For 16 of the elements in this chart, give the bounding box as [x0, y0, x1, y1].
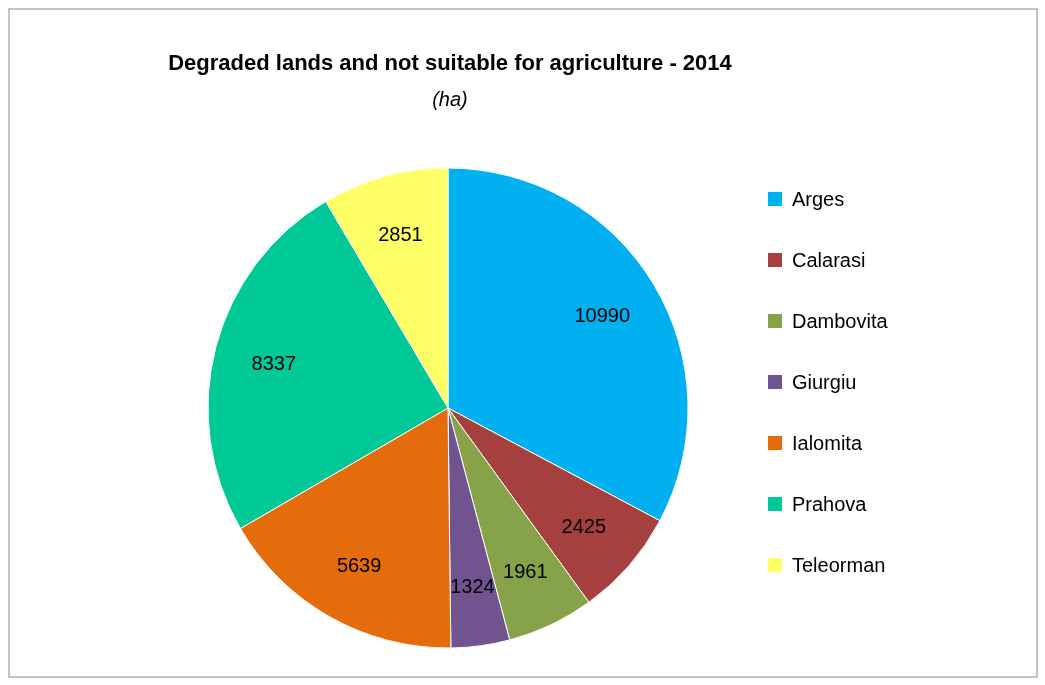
- chart-title: Degraded lands and not suitable for agriculture - 2014: [168, 50, 733, 75]
- data-label: 2851: [378, 223, 423, 246]
- data-label: 1324: [450, 575, 495, 598]
- data-label: 5639: [336, 553, 382, 576]
- legend-label: Dambovita: [792, 310, 889, 332]
- legend-label: Calarasi: [792, 249, 866, 271]
- legend-label: Ialomita: [792, 432, 863, 454]
- data-label: 2425: [561, 515, 607, 538]
- chart-subtitle: (ha): [432, 88, 468, 110]
- legend-label: Arges: [792, 188, 845, 210]
- legend-label: Teleorman: [792, 554, 886, 576]
- data-label: 1961: [503, 559, 548, 582]
- data-label: 8337: [251, 351, 297, 374]
- data-label: 10990: [574, 304, 631, 327]
- legend-label: Giurgiu: [792, 371, 857, 393]
- legend-label: Prahova: [792, 493, 868, 515]
